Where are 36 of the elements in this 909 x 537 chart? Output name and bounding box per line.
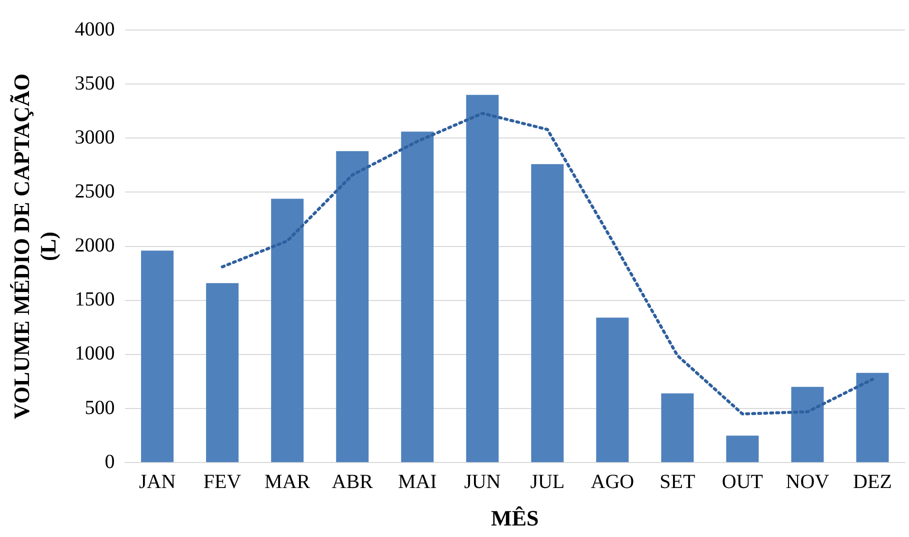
y-tick-label: 1000 <box>74 342 115 365</box>
x-tick-label: SET <box>660 470 696 493</box>
x-axis-title: MÊS <box>491 505 539 530</box>
x-tick-label: DEZ <box>853 470 892 493</box>
bar <box>141 250 174 462</box>
y-tick-label: 500 <box>84 396 115 419</box>
bar <box>401 132 434 462</box>
x-tick-label: AGO <box>590 470 634 493</box>
x-tick-label: MAR <box>264 470 311 493</box>
x-tick-label: NOV <box>786 470 830 493</box>
x-tick-label: MAI <box>398 470 437 493</box>
bar <box>206 283 239 462</box>
y-tick-label: 1500 <box>74 288 115 311</box>
y-tick-label: 2500 <box>74 180 115 202</box>
x-tick-label: OUT <box>722 470 764 493</box>
x-tick-label: ABR <box>332 470 374 493</box>
y-tick-label: 3000 <box>74 126 115 148</box>
bar <box>726 436 759 462</box>
bar <box>791 386 824 462</box>
bar <box>661 393 694 462</box>
bar <box>531 164 564 462</box>
bar <box>336 151 369 462</box>
line-series <box>220 112 874 416</box>
x-tick-label: JAN <box>138 470 176 493</box>
bar <box>271 198 304 462</box>
bar <box>466 94 499 462</box>
x-tick-label: JUN <box>464 470 501 493</box>
bar <box>856 372 889 462</box>
x-tick-label: FEV <box>203 470 242 493</box>
y-tick-label: 0 <box>104 450 115 473</box>
y-tick-label: 2000 <box>74 234 115 257</box>
y-tick-label: 4000 <box>74 18 115 40</box>
y-tick-label: 3500 <box>74 72 115 94</box>
x-tick-label: JUL <box>530 470 565 493</box>
y-axis-title: VOLUME MÉDIO DE CAPTAÇÃO (L) <box>8 73 60 420</box>
bar <box>596 318 629 462</box>
